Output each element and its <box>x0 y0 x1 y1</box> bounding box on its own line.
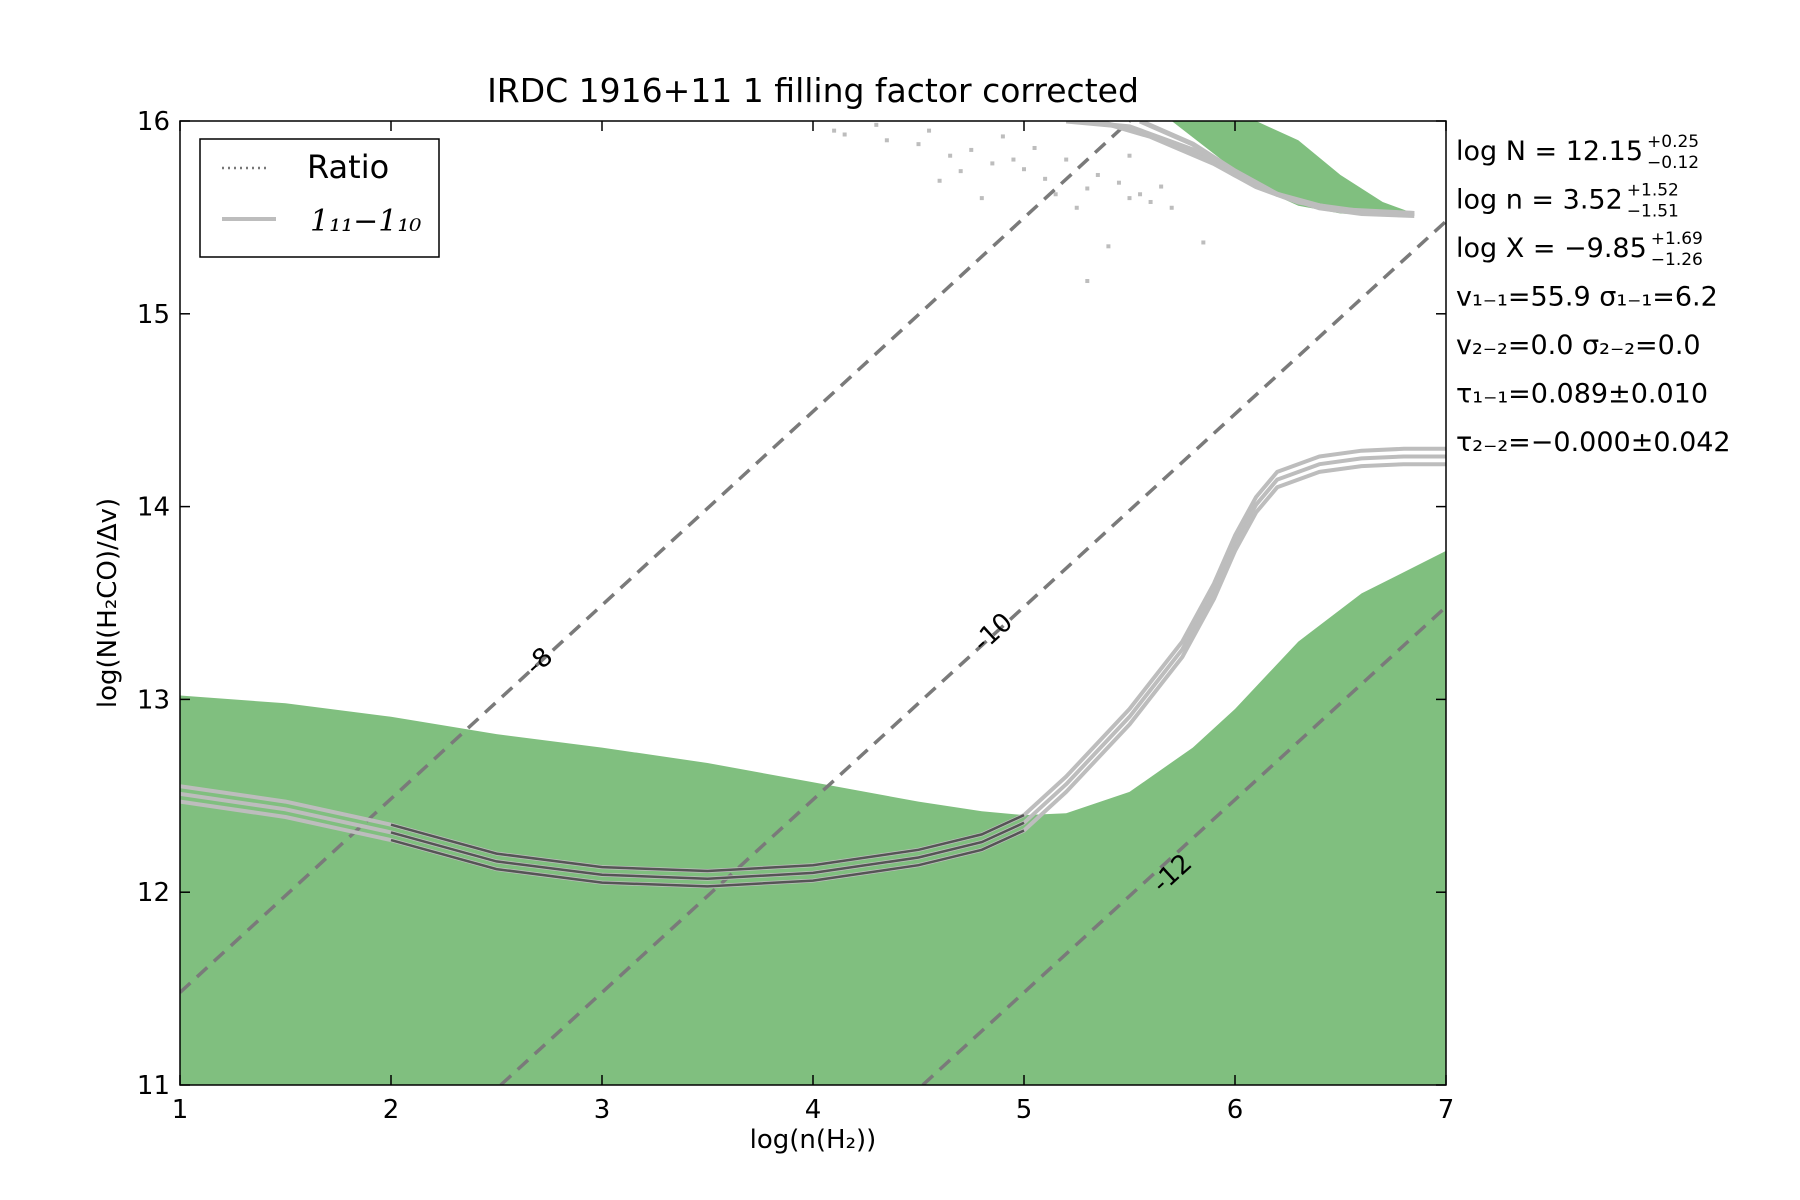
fit-annotations: log N = 12.15 +0.25−0.12 log n = 3.52 +1.52… <box>1456 132 1731 458</box>
scatter-point <box>948 153 953 158</box>
scatter-layer <box>832 122 1206 284</box>
contour-overlap-2 <box>390 829 1025 888</box>
y-tick-label: 12 <box>137 878 170 908</box>
y-axis: 11 12 13 14 15 16 <box>137 107 1446 1101</box>
scatter-point <box>979 196 984 201</box>
ratio-line-1 <box>499 219 1446 1085</box>
contour-overlap-1 <box>390 821 1025 880</box>
fit-annotation-sub: −0.12 <box>1647 153 1699 173</box>
scatter-point <box>1064 157 1069 162</box>
fit-annotation-sup: +1.52 <box>1627 181 1679 201</box>
scatter-point <box>1138 192 1143 197</box>
top-contour-2 <box>1138 121 1415 218</box>
fill-region-main <box>180 550 1446 1085</box>
ratio-line-label: -10 <box>967 607 1019 658</box>
x-tick-label: 6 <box>1227 1095 1244 1125</box>
scatter-point <box>1148 199 1153 204</box>
scatter-point <box>1095 172 1100 177</box>
ratio-line-0 <box>180 121 1131 994</box>
legend-ratio-label: Ratio <box>307 148 389 186</box>
y-tick-label: 13 <box>137 685 170 715</box>
legend-contour-label: 1₁₁−1₁₀ <box>310 204 421 239</box>
scatter-point <box>958 169 963 174</box>
scatter-point <box>842 132 847 137</box>
y-tick-label: 14 <box>137 493 170 523</box>
scatter-point <box>1201 240 1206 245</box>
dashed-layer <box>180 121 1446 1085</box>
scatter-point <box>1000 134 1005 139</box>
scatter-point <box>832 128 837 133</box>
x-tick-label: 7 <box>1438 1095 1455 1125</box>
scatter-point <box>1116 180 1121 185</box>
x-axis-label: log(n(H₂)) <box>750 1125 877 1155</box>
y-tick-label: 16 <box>137 107 170 137</box>
fill-region-top <box>1171 121 1415 216</box>
scatter-point <box>1127 153 1132 158</box>
x-axis: 1 2 3 4 5 6 7 <box>172 121 1455 1125</box>
x-tick-label: 4 <box>805 1095 822 1125</box>
x-tick-label: 2 <box>383 1095 400 1125</box>
scatter-point <box>1074 205 1079 210</box>
y-tick-label: 11 <box>137 1071 170 1101</box>
fit-annotation: v₁₋₁=55.9 σ₁₋₁=6.2 <box>1456 282 1718 313</box>
scatter-point <box>1085 186 1090 191</box>
fit-annotation-sup: +0.25 <box>1647 132 1699 152</box>
scatter-point <box>927 128 932 133</box>
scatter-point <box>916 142 921 147</box>
fill-layer <box>180 121 1446 1085</box>
x-tick-label: 5 <box>1016 1095 1033 1125</box>
plot-area <box>180 121 1446 1085</box>
fit-annotation-sub: −1.26 <box>1651 250 1703 270</box>
contour-layer <box>180 121 1446 889</box>
scatter-point <box>1032 145 1037 150</box>
scatter-point <box>1159 184 1164 189</box>
ratio-line-2 <box>921 605 1446 1085</box>
fit-annotation: log n = 3.52 <box>1456 185 1623 216</box>
fit-annotation-sub: −1.51 <box>1627 202 1679 222</box>
scatter-point <box>1011 157 1016 162</box>
fit-annotation: log N = 12.15 <box>1456 136 1643 167</box>
scatter-point <box>1053 192 1058 197</box>
fit-annotation: τ₁₋₁=0.089±0.010 <box>1456 379 1708 410</box>
fit-annotation: log X = −9.85 <box>1456 233 1647 264</box>
legend-box <box>199 138 440 258</box>
chart-title: IRDC 1916+11 1 filling factor corrected <box>487 71 1139 110</box>
legend: Ratio 1₁₁−1₁₀ <box>199 138 440 258</box>
x-tick-label: 1 <box>172 1095 189 1125</box>
scatter-point <box>1127 196 1132 201</box>
y-axis-label: log(N(H₂CO)/Δv) <box>93 498 123 708</box>
scatter-point <box>1022 167 1026 172</box>
x-tick-label: 3 <box>594 1095 611 1125</box>
scatter-point <box>884 138 889 143</box>
scatter-point <box>969 147 974 152</box>
scatter-point <box>990 161 995 166</box>
scatter-point <box>1169 205 1174 210</box>
scatter-point <box>1106 244 1111 249</box>
scatter-point <box>937 178 942 183</box>
y-tick-label: 15 <box>137 300 170 330</box>
fit-annotation: v₂₋₂=0.0 σ₂₋₂=0.0 <box>1456 330 1701 361</box>
scatter-point <box>1085 279 1090 284</box>
contour-overlap-0 <box>390 813 1025 873</box>
fit-annotation: τ₂₋₂=−0.000±0.042 <box>1456 427 1731 458</box>
fit-annotation-sup: +1.69 <box>1651 229 1703 249</box>
scatter-point <box>1043 176 1048 181</box>
scatter-point <box>874 122 879 127</box>
